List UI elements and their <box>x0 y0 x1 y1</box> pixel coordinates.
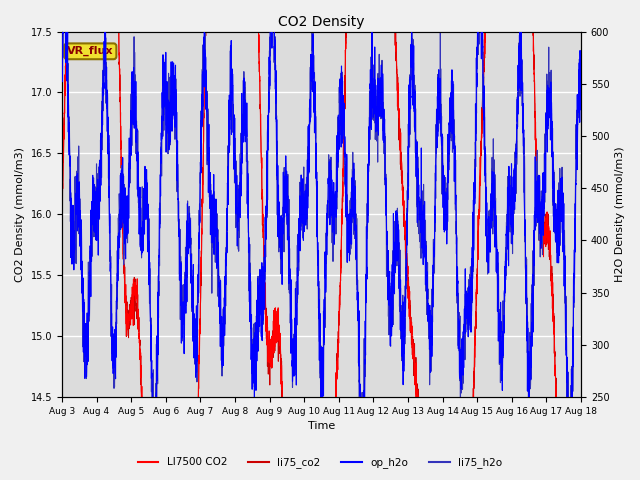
X-axis label: Time: Time <box>308 421 335 432</box>
Line: li75_h2o: li75_h2o <box>62 0 581 480</box>
op_h2o <box>148 371 156 376</box>
LI7500 CO2 <box>58 205 66 211</box>
Line: li75_co2: li75_co2 <box>62 0 581 480</box>
op_h2o <box>118 169 125 175</box>
li75_co2 <box>58 201 66 207</box>
LI7500 CO2 <box>257 149 265 155</box>
op_h2o <box>58 39 66 45</box>
li75_h2o <box>577 101 585 107</box>
op_h2o <box>565 452 573 458</box>
li75_h2o <box>148 387 156 393</box>
op_h2o <box>577 80 585 86</box>
Line: LI7500 CO2: LI7500 CO2 <box>62 0 581 480</box>
LI7500 CO2 <box>117 155 125 161</box>
Text: VR_flux: VR_flux <box>67 46 113 57</box>
li75_h2o <box>117 174 125 180</box>
li75_h2o <box>280 192 287 198</box>
li75_co2 <box>257 140 265 145</box>
Y-axis label: H2O Density (mmol/m3): H2O Density (mmol/m3) <box>615 146 625 282</box>
op_h2o <box>257 277 265 283</box>
li75_h2o <box>511 163 519 169</box>
li75_h2o <box>58 57 66 63</box>
li75_h2o <box>358 477 366 480</box>
li75_co2 <box>117 165 125 171</box>
Title: CO2 Density: CO2 Density <box>278 15 365 29</box>
op_h2o <box>511 162 519 168</box>
Y-axis label: CO2 Density (mmol/m3): CO2 Density (mmol/m3) <box>15 147 25 282</box>
li75_h2o <box>257 305 265 311</box>
li75_co2 <box>280 437 287 443</box>
Line: op_h2o: op_h2o <box>62 0 581 455</box>
li75_h2o <box>568 442 575 448</box>
Legend: LI7500 CO2, li75_co2, op_h2o, li75_h2o: LI7500 CO2, li75_co2, op_h2o, li75_h2o <box>133 453 507 472</box>
op_h2o <box>280 219 287 225</box>
op_h2o <box>568 409 575 415</box>
LI7500 CO2 <box>280 444 287 450</box>
